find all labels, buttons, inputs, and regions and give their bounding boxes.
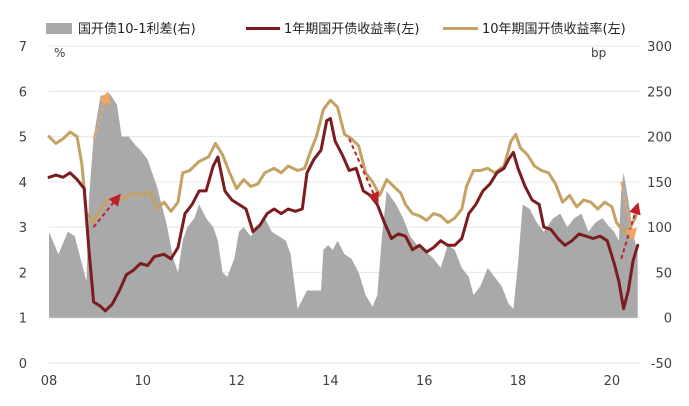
right-tick-label: 300 [647,40,672,55]
x-tick-label: 10 [135,374,152,389]
yield-lines-layer [47,98,640,313]
x-tick-label: 20 [604,374,621,389]
right-tick-label: -50 [651,357,672,372]
x-tick-label: 12 [228,374,245,389]
annotation-arrows [92,91,641,260]
legend-label-ten-year: 10年期国开债收益率(左) [482,21,626,37]
right-tick-label: 100 [647,221,672,236]
left-tick-label: 6 [19,85,27,100]
x-axis: 08 10 12 14 16 18 20 [41,374,620,389]
series-one-year-line [47,117,640,313]
left-tick-label: 5 [19,131,27,146]
x-tick-label: 08 [41,374,58,389]
left-axis: 0 1 2 3 4 5 6 7 [19,40,27,372]
x-tick-label: 16 [416,374,433,389]
legend-label-spread: 国开债10-1利差(右) [78,22,196,37]
right-axis-unit: bp [591,46,606,60]
left-tick-label: 7 [19,40,27,55]
left-tick-label: 0 [19,357,27,372]
series-ten-year-line [47,98,640,234]
right-axis: -50 0 50 100 150 200 250 300 [647,40,672,372]
series-spread-area [49,94,638,318]
legend: 国开债10-1利差(右) 1年期国开债收益率(左) 10年期国开债收益率(左) [46,21,626,37]
trend-arrow-orange [620,181,637,241]
right-tick-label: 250 [647,85,672,100]
spread-area-layer [49,94,638,318]
legend-item-spread[interactable]: 国开债10-1利差(右) [46,22,196,37]
left-axis-unit: % [54,46,65,60]
trend-arrow-orange [92,91,111,140]
legend-item-one-year[interactable]: 1年期国开债收益率(左) [246,21,419,37]
right-tick-label: 50 [655,266,672,281]
trend-arrow-red [348,138,379,205]
x-tick-label: 14 [322,374,339,389]
legend-swatch-spread [46,23,72,34]
legend-item-ten-year[interactable]: 10年期国开债收益率(左) [443,21,626,37]
x-tick-label: 18 [510,374,527,389]
legend-label-one-year: 1年期国开债收益率(左) [284,21,419,37]
left-tick-label: 2 [19,266,27,281]
right-tick-label: 0 [664,312,672,327]
left-tick-label: 4 [19,176,27,191]
left-tick-label: 1 [19,312,27,327]
right-tick-label: 150 [647,176,672,191]
right-tick-label: 200 [647,131,672,146]
left-tick-label: 3 [19,221,27,236]
